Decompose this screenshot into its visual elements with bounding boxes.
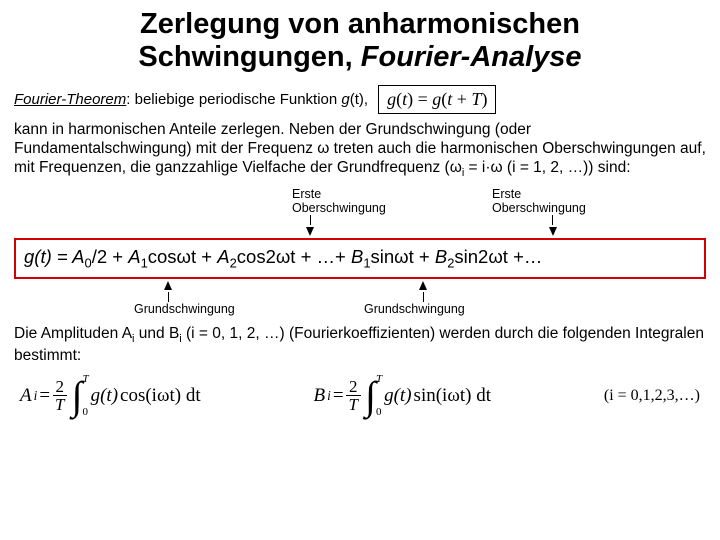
theorem-text: : beliebige periodische Funktion <box>126 91 341 108</box>
annot-ober-1: Oberschwingung <box>292 201 492 215</box>
page-title: Zerlegung von anharmonischen Schwingunge… <box>14 8 706 75</box>
arrow-down-icon <box>549 227 557 236</box>
annot-erste-1: Erste <box>292 187 492 201</box>
integral-Ai: Ai = 2T ∫ T0 g(t) cos(iωt) dt <box>20 374 201 418</box>
annot-grund-1: Grundschwingung <box>134 302 364 316</box>
integral-icon: ∫ <box>72 380 83 412</box>
body-paragraph-2: Die Amplituden Ai und Bi (i = 0, 1, 2, …… <box>14 324 706 366</box>
arrow-down-icon <box>306 227 314 236</box>
annot-grund-2: Grundschwingung <box>364 302 465 316</box>
fourier-series-formula: g(t) = A0/2 + A1cosωt + A2cos2ωt + …+ B1… <box>14 238 706 279</box>
title-line1: Zerlegung von anharmonischen <box>140 8 580 40</box>
index-range: (i = 0,1,2,3,…) <box>604 387 700 405</box>
body-paragraph-1: kann in harmonischen Anteile zerlegen. N… <box>14 120 706 181</box>
annot-ober-2: Oberschwingung <box>492 201 586 215</box>
annotations-below: Grundschwingung Grundschwingung <box>14 281 706 316</box>
integral-icon: ∫ <box>365 380 376 412</box>
periodicity-formula: g(t) = g(t + T) <box>378 85 496 114</box>
title-line2-plain: Schwingungen, <box>138 41 360 73</box>
arrow-up-icon <box>164 281 172 290</box>
theorem-label: Fourier-Theorem <box>14 91 126 108</box>
theorem-func: g <box>341 91 349 108</box>
title-line2-italic: Fourier-Analyse <box>361 41 582 73</box>
integral-Bi: Bi = 2T ∫ T0 g(t) sin(iωt) dt <box>314 374 491 418</box>
theorem-arg: (t), <box>350 91 368 108</box>
annot-erste-2: Erste <box>492 187 586 201</box>
annotations-above: Erste Oberschwingung Erste Oberschwingun… <box>14 187 706 236</box>
theorem-line: Fourier-Theorem: beliebige periodische F… <box>14 85 706 114</box>
arrow-up-icon <box>419 281 427 290</box>
integral-formulas: Ai = 2T ∫ T0 g(t) cos(iωt) dt Bi = 2T ∫ … <box>14 374 706 418</box>
